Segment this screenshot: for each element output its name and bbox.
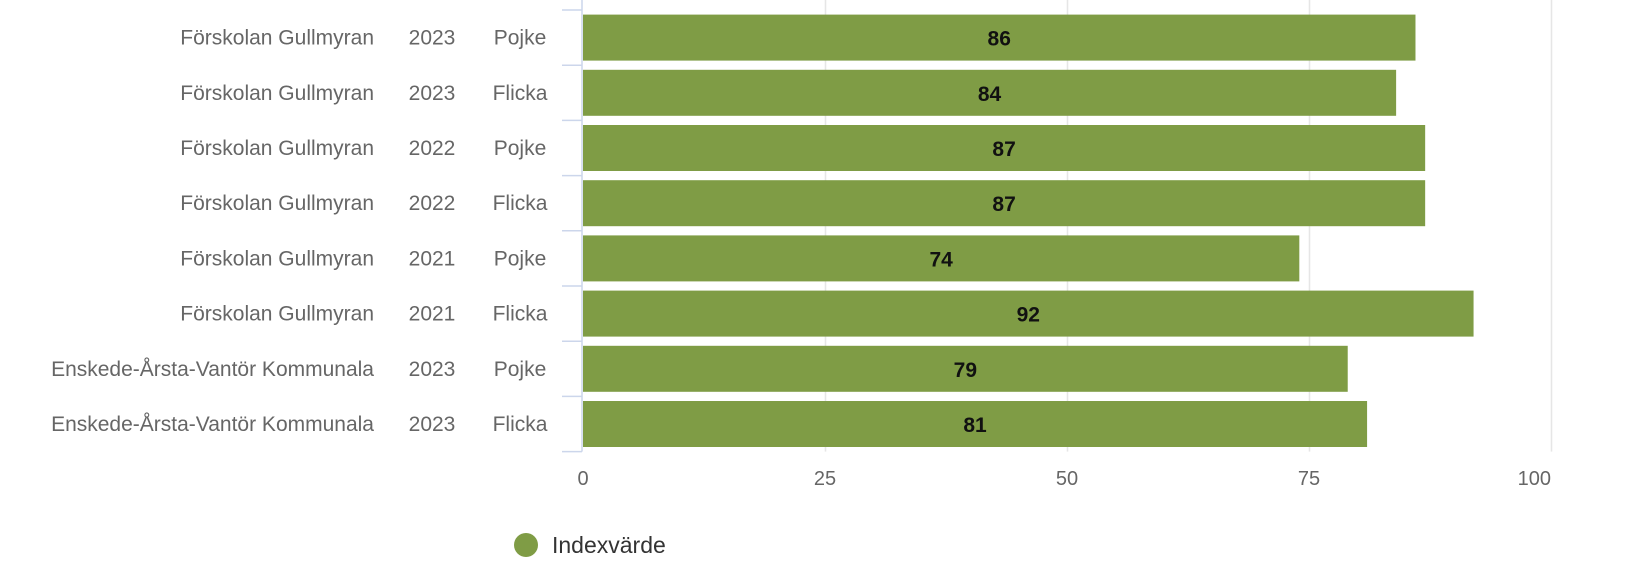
data-label: 84: [978, 83, 1002, 106]
category-label-unit: Förskolan Gullmyran: [180, 247, 374, 270]
data-label: 79: [954, 359, 977, 382]
data-label: 92: [1017, 304, 1040, 327]
category-label-year: 2023: [409, 358, 456, 381]
category-label-unit: Förskolan Gullmyran: [180, 192, 374, 215]
bar-series: 86 84 87 87 74 92 79 81: [583, 14, 1474, 447]
data-label: 86: [988, 28, 1011, 51]
category-label-unit: Förskolan Gullmyran: [180, 27, 374, 50]
category-label-gender: Pojke: [494, 358, 547, 381]
category-label-unit: Förskolan Gullmyran: [180, 137, 374, 160]
data-label: 81: [963, 414, 987, 437]
x-tick-label: 0: [577, 468, 588, 490]
category-label-unit: Förskolan Gullmyran: [180, 82, 374, 105]
value-axis: 0 25 50 75 100: [577, 468, 1551, 490]
category-axis: [562, 0, 583, 453]
category-label-gender: Flicka: [493, 82, 548, 105]
bar[interactable]: [583, 235, 1300, 282]
data-label: 87: [992, 193, 1015, 216]
x-tick-label: 50: [1056, 468, 1078, 490]
category-label-gender: Flicka: [493, 413, 548, 436]
category-label-year: 2021: [409, 247, 456, 270]
category-label-gender: Pojke: [494, 137, 547, 160]
category-label-year: 2023: [409, 413, 456, 436]
category-label-year: 2022: [409, 192, 456, 215]
legend-label[interactable]: Indexvärde: [552, 532, 666, 558]
legend-marker[interactable]: [514, 533, 538, 557]
category-label-gender: Flicka: [493, 303, 548, 326]
category-label-unit: Förskolan Gullmyran: [180, 303, 374, 326]
bar[interactable]: [583, 125, 1426, 171]
category-label-unit: Enskede-Årsta-Vantör Kommunala: [51, 413, 374, 436]
category-label-year: 2022: [409, 137, 456, 160]
x-tick-label: 75: [1298, 468, 1320, 490]
category-labels: Förskolan Gullmyran 2023 Pojke Förskolan Gu…: [51, 27, 548, 436]
bar[interactable]: [583, 180, 1426, 227]
bar[interactable]: [583, 69, 1397, 116]
x-tick-label: 100: [1518, 468, 1551, 490]
category-label-unit: Enskede-Årsta-Vantör Kommunala: [51, 358, 374, 381]
category-label-year: 2021: [409, 303, 456, 326]
x-tick-label: 25: [814, 468, 836, 490]
bar[interactable]: [583, 14, 1416, 61]
category-label-year: 2023: [409, 27, 456, 50]
bar[interactable]: [583, 290, 1474, 337]
category-label-gender: Flicka: [493, 192, 548, 215]
bar[interactable]: [583, 401, 1368, 447]
data-label: 74: [929, 248, 953, 271]
category-label-gender: Pojke: [494, 247, 547, 270]
legend[interactable]: Indexvärde: [514, 532, 666, 558]
category-label-year: 2023: [409, 82, 456, 105]
bar[interactable]: [583, 345, 1348, 392]
category-label-gender: Pojke: [494, 27, 547, 50]
data-label: 87: [992, 138, 1015, 161]
